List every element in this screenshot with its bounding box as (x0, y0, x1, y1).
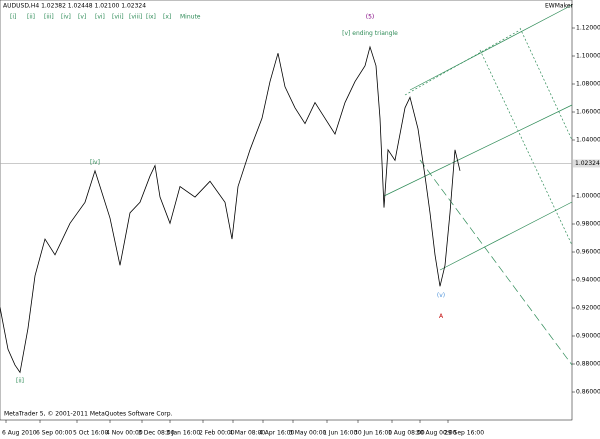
last-price-box (573, 159, 600, 168)
price-line (0, 45, 461, 374)
x-tick-label: 30 Jun 16:00 (354, 430, 392, 437)
y-tick-label: 0.98000 (576, 221, 600, 228)
x-tick-label: 5 Oct 16:00 (73, 430, 108, 437)
wave-degree-button: Minute (180, 14, 201, 21)
wave-label: [iv] (90, 159, 100, 166)
wave-label: (v) (437, 292, 445, 299)
footer: MetaTrader 5, © 2001-2011 MetaQuotes Sof… (4, 411, 173, 418)
wave-label: (5) (366, 13, 375, 20)
y-tick-label: 0.92000 (576, 305, 600, 312)
wave-label: [v] ending triangle (342, 30, 398, 37)
wave-label: A (439, 313, 444, 320)
wave-degree-button: [ii] (27, 14, 35, 21)
y-tick-label: 0.86000 (576, 389, 600, 396)
x-tick-label: 6 Aug 2010 (2, 430, 37, 437)
wave-label: [ii] (16, 377, 24, 384)
x-tick-label: 3 Dec 08:00 (138, 430, 175, 437)
wave-degree-button: [v] (78, 14, 86, 21)
x-tick-label: 6 Sep 00:00 (36, 430, 72, 437)
wave-degree-button: [vii] (112, 14, 124, 21)
last-price-label: 1.02324 (575, 160, 600, 167)
plot-area (0, 0, 573, 421)
y-tick-label: 0.88000 (576, 361, 600, 368)
x-tick-label: 1 Jun 16:00 (323, 430, 357, 437)
channel-lines (383, 4, 573, 366)
y-tick-label: 1.12000 (576, 25, 600, 32)
wave-degree-button: [iii] (44, 14, 54, 21)
x-tick-label: 4 Mar 08:00 (229, 430, 265, 437)
y-tick-label: 1.00000 (576, 193, 600, 200)
y-tick-label: 0.96000 (576, 249, 600, 256)
chart-title: AUDUSD,H4 1.02382 1.02448 1.02100 1.0232… (3, 3, 146, 10)
x-tick-label: 4 Apr 16:00 (259, 430, 294, 437)
x-tick-label: 3 May 00:00 (289, 430, 327, 437)
y-tick-label: 1.04000 (576, 137, 600, 144)
y-tick-label: 0.90000 (576, 333, 600, 340)
y-tick-label: 1.08000 (576, 81, 600, 88)
wave-degree-button: [vi] (95, 14, 105, 21)
wave-degree-button: [viii] (129, 14, 142, 21)
wave-degree-button: [i] (10, 14, 16, 21)
y-tick-label: 1.10000 (576, 53, 600, 60)
x-tick-label: 4 Nov 00:00 (106, 430, 143, 437)
x-tick-label: 1 Aug 08:00 (388, 430, 425, 437)
wave-degree-button: [ix] (146, 14, 156, 21)
y-tick-label: 0.94000 (576, 277, 600, 284)
x-tick-label: 2 Feb 00:00 (199, 430, 235, 437)
y-tick-label: 1.06000 (576, 109, 600, 116)
wave-degree-button: [x] (163, 14, 171, 21)
badge: EWMaker (545, 3, 574, 10)
x-tick-label: 30 Aug 00:00 (416, 430, 457, 437)
wave-degree-button: [iv] (61, 14, 71, 21)
x-tick-label: 29 Sep 16:00 (444, 430, 484, 437)
x-tick-label: 3 Jan 16:00 (166, 430, 200, 437)
